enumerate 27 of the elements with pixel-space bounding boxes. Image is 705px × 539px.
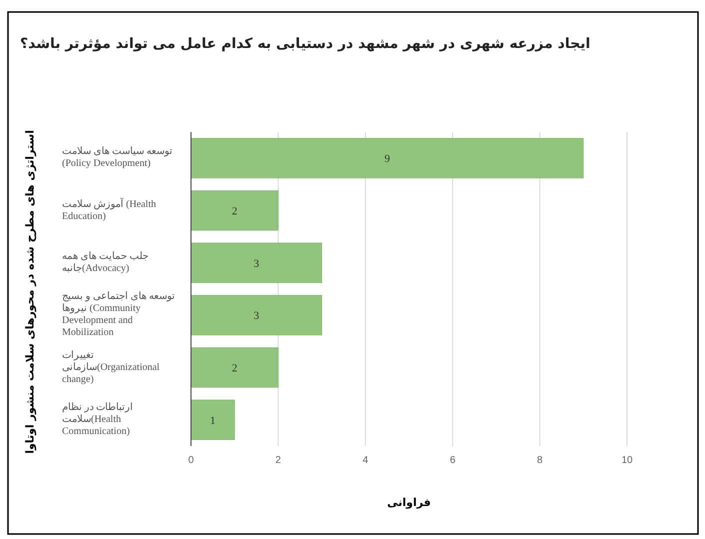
data-label: 3 (254, 310, 260, 322)
y-tick-label: آموزش سلامت (Health Education) (62, 198, 157, 222)
y-tick-label: توسعه های اجتماعی و بسیج نیروها (Community Development and Mobilization (62, 291, 176, 340)
data-label: 2 (232, 206, 238, 218)
x-tick-label: 4 (362, 455, 369, 466)
bar (190, 138, 584, 178)
y-tick-label: تغییرات سازمانی(Organizational change) (62, 350, 161, 386)
y-tick-label: ارتباطات در نظام سلامت(Health Communication) (62, 402, 134, 438)
x-tick-label: 8 (537, 455, 544, 466)
x-tick-label: 0 (188, 455, 194, 466)
y-axis-title: استراتژی های مطرح شده در محورهای سلامت منشور اوتاوا (24, 130, 36, 454)
data-label: 1 (210, 414, 216, 427)
y-tick-label: توسعه سیاست های سلامت (Policy Development) (62, 146, 174, 170)
chart-title: ایجاد مزرعه شهری در شهر مشهد در دستیابی به کدام عامل می تواند مؤثرتر باشد؟ (20, 36, 592, 52)
data-label: 3 (254, 258, 260, 270)
bar (190, 400, 235, 440)
x-tick-label: 10 (621, 455, 633, 466)
x-tick-label: 2 (275, 455, 282, 466)
bar (190, 242, 322, 283)
x-axis-title: فراوانی (387, 496, 431, 509)
bar (190, 190, 278, 231)
y-tick-label: جلب حمایت های همه جانبه(Advocacy) (62, 250, 150, 275)
x-tick-label: 6 (450, 455, 456, 466)
data-label: 2 (232, 362, 238, 374)
bar (190, 295, 322, 336)
data-label: 9 (384, 153, 390, 166)
bar (190, 347, 278, 388)
